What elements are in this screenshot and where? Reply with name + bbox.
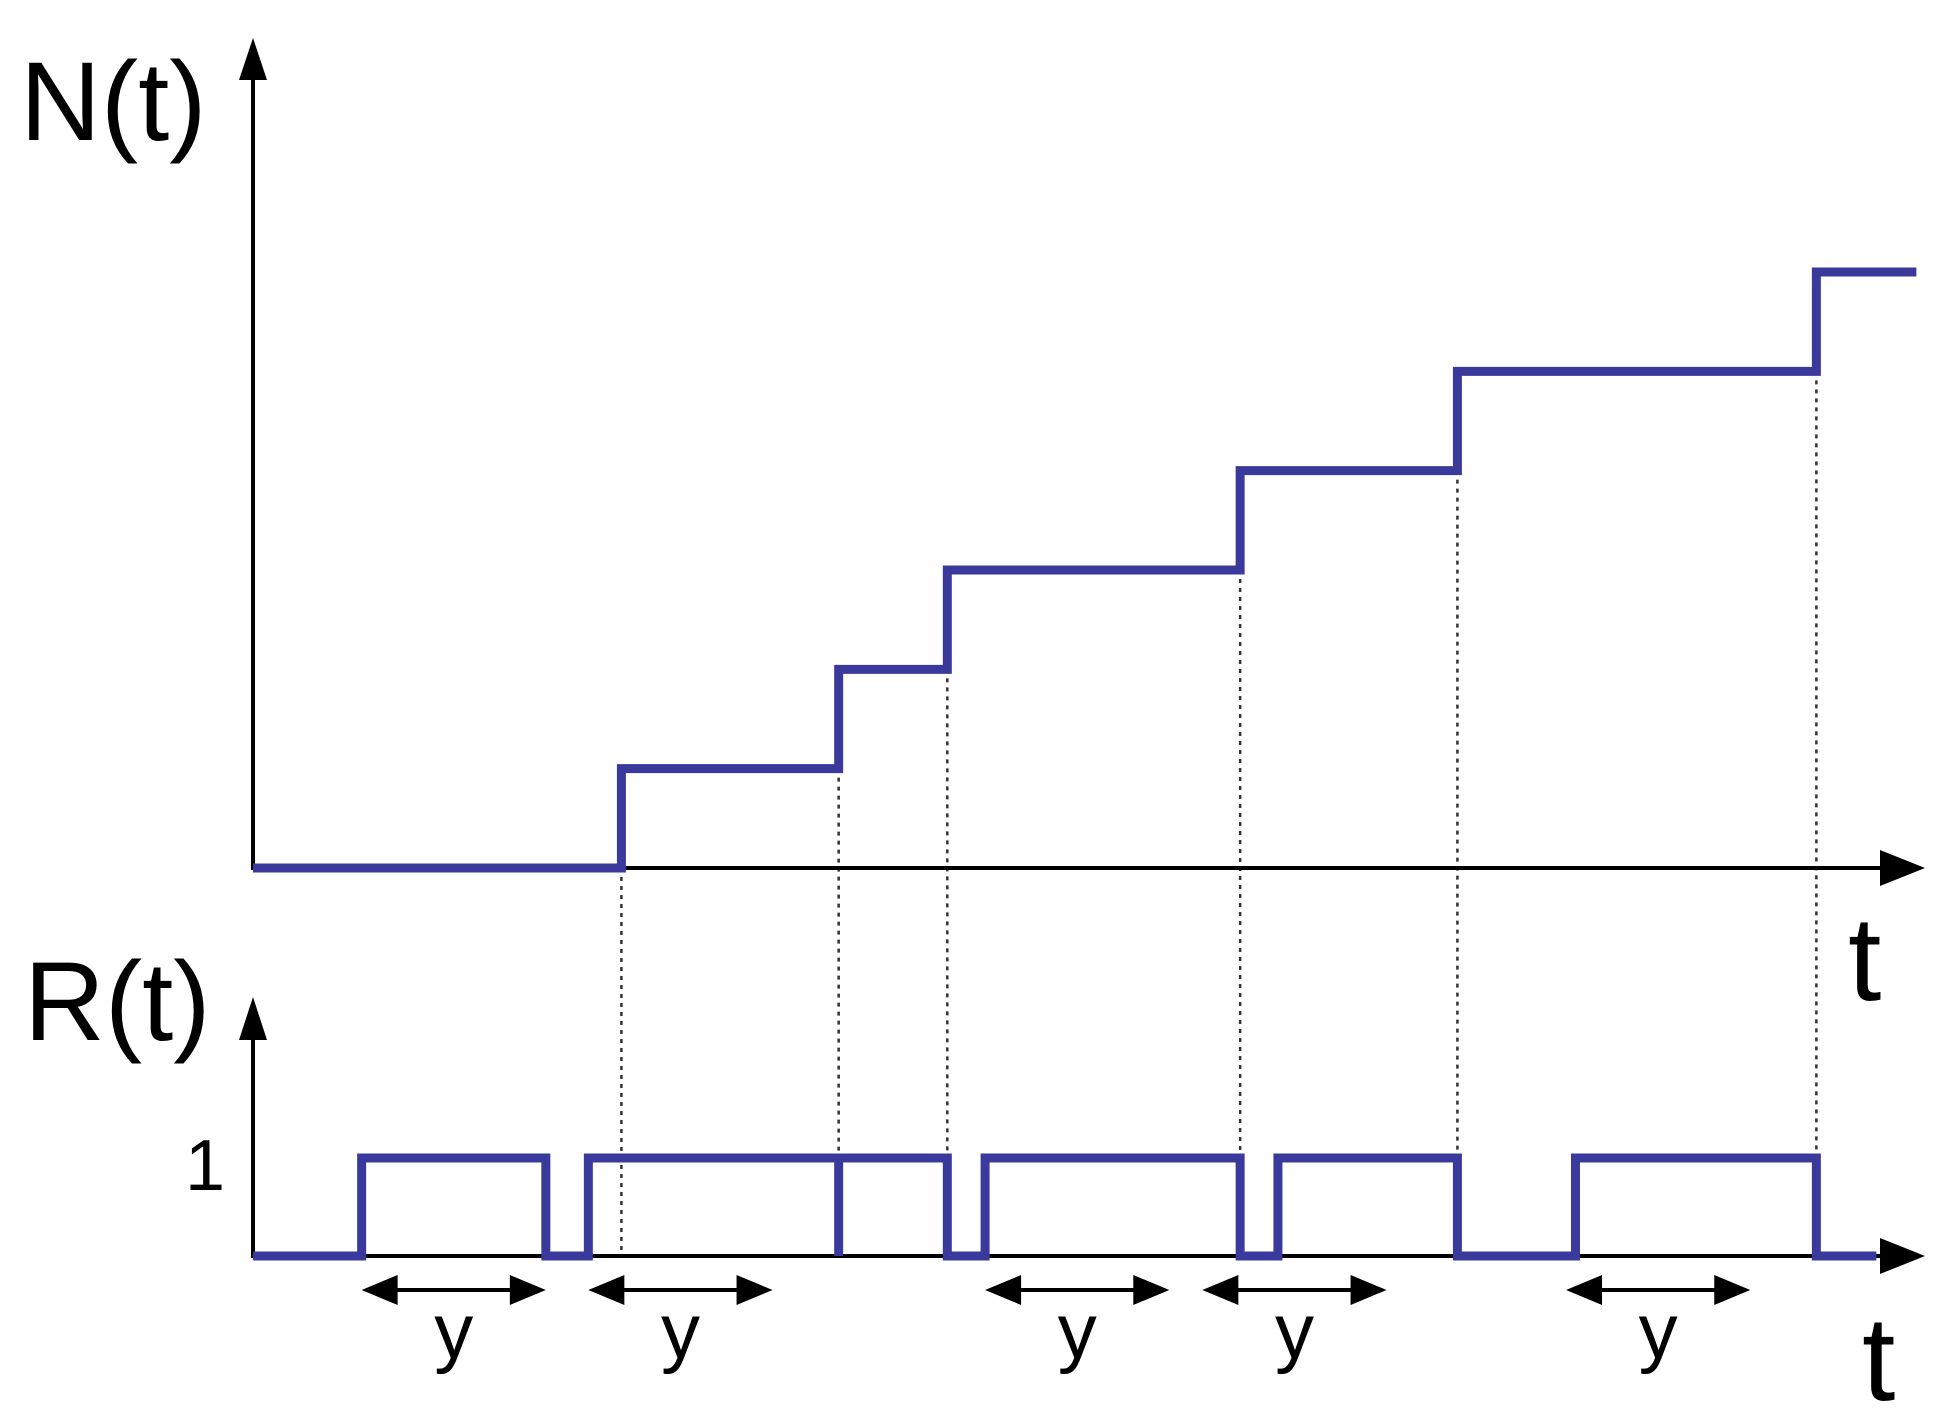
bottom-x-axis-arrow [1880,1238,1925,1274]
top-y-axis-arrow [239,38,267,80]
duration-label: y [434,1287,473,1375]
duration-arrow-head-left [1566,1275,1603,1305]
bottom-axes [239,997,1925,1274]
top-axes [239,38,1925,886]
top-x-axis-arrow [1880,850,1925,886]
count-step-function [253,267,1917,873]
indicator-pulse-train [253,1153,1877,1261]
duration-arrow-head-right [1714,1275,1751,1305]
duration-arrow: y [1202,1275,1387,1375]
duration-arrow: y [985,1275,1170,1375]
jump-time-guide-lines [620,371,1818,1256]
duration-label: y [661,1287,700,1375]
duration-arrow-head-left [588,1275,625,1305]
top-x-axis-label: t [1848,892,1881,1026]
duration-label: y [1275,1287,1314,1375]
duration-arrow-head-right [736,1275,773,1305]
duration-label: y [1058,1287,1097,1375]
duration-arrow-head-right [1350,1275,1387,1305]
duration-arrow-head-left [1202,1275,1239,1305]
duration-arrow: y [361,1275,546,1375]
bottom-x-axis-label: t [1862,1292,1895,1408]
bottom-y-axis-arrow [239,997,267,1040]
duration-arrow-head-right [509,1275,546,1305]
level-one-tick-label: 1 [185,1126,225,1206]
duration-label: y [1639,1287,1678,1375]
duration-arrow-head-right [1133,1275,1170,1305]
duration-arrow: y [1566,1275,1751,1375]
duration-arrow-head-left [985,1275,1022,1305]
duration-arrow-head-left [361,1275,398,1305]
bottom-y-axis-label: R(t) [24,939,211,1064]
top-y-axis-label: N(t) [20,39,207,164]
duration-arrow: y [588,1275,773,1375]
